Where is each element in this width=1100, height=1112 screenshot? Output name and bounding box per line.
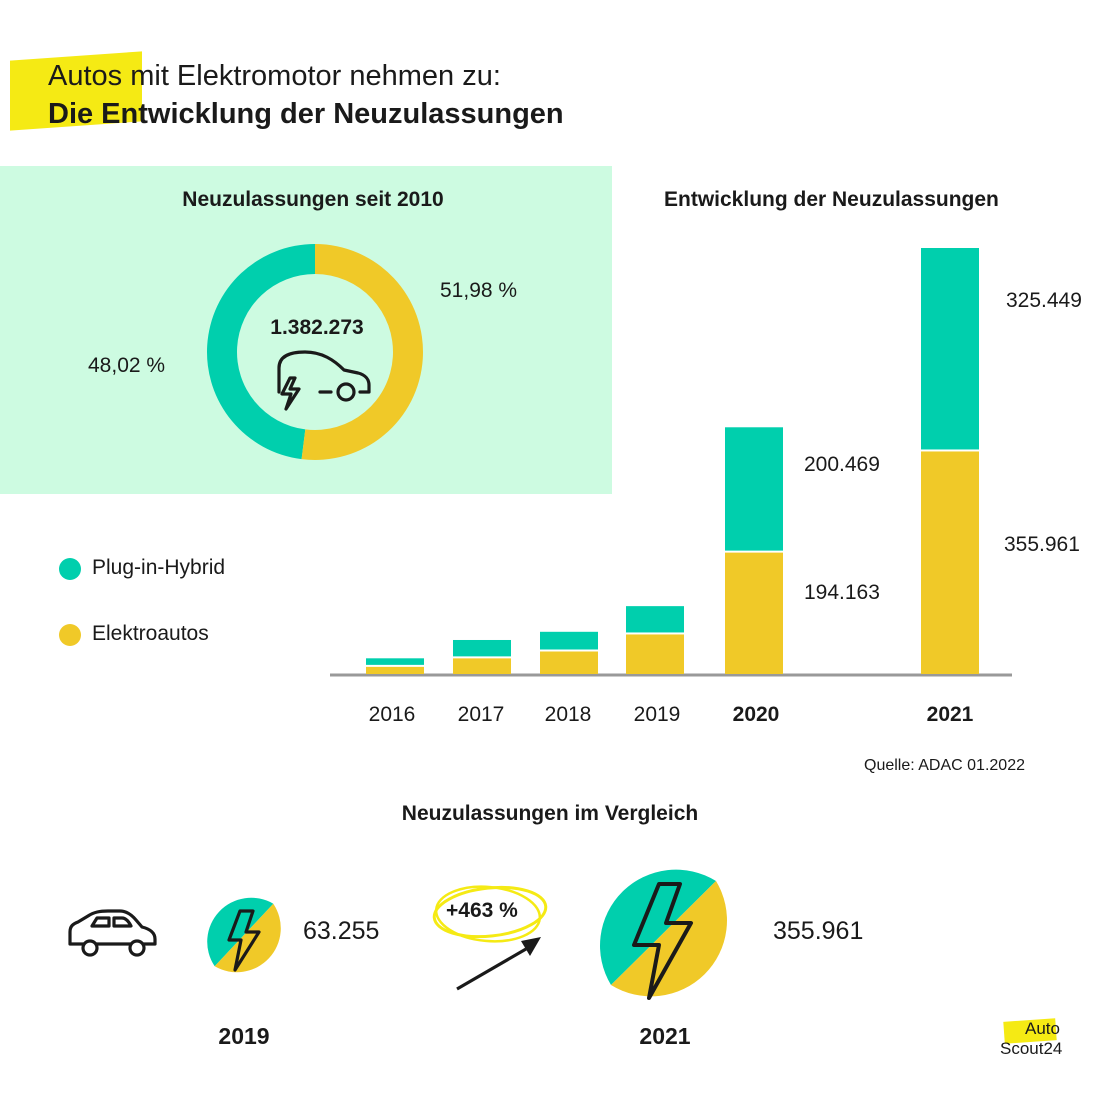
bar-hybrid-2020	[725, 427, 783, 551]
year-label-2018: 2018	[544, 703, 592, 726]
legend-elektro-label: Elektroautos	[92, 622, 209, 645]
bar-elektro-2016	[366, 666, 424, 674]
growth-highlight-scribble-2	[434, 885, 542, 943]
page-title-line1: Autos mit Elektromotor nehmen zu:	[48, 60, 501, 92]
year-label-2021: 2021	[926, 703, 974, 726]
circle-2021-elektro-half	[611, 881, 727, 997]
bar-hybrid-2019	[626, 606, 684, 633]
donut-label-elektro: 51,98 %	[440, 279, 518, 302]
bar-hybrid-2018	[540, 631, 598, 650]
compare-title: Neuzulassungen im Vergleich	[401, 802, 699, 825]
circle-2019-hybrid-half	[207, 897, 274, 967]
bar-elektro-2018	[540, 651, 598, 674]
year-label-2016: 2016	[368, 703, 416, 726]
bar-hybrid-2021	[921, 248, 979, 450]
bar-value-2021-elektro: 355.961	[1004, 533, 1080, 556]
compare-value-2019: 63.255	[303, 917, 380, 945]
donut-slice-elektro	[301, 244, 423, 460]
circle-2019-elektro-half	[214, 903, 281, 973]
electric-car-icon	[277, 350, 371, 411]
compare-year-2021: 2021	[639, 1023, 691, 1049]
bar-elektro-2020	[725, 552, 783, 674]
growth-label: +463 %	[446, 899, 518, 922]
circle-2021-hybrid-half	[600, 869, 716, 985]
autoscout24-logo: Auto Scout24	[1000, 1019, 1070, 1059]
bar-hybrid-2017	[453, 639, 511, 657]
growth-arrow	[456, 947, 527, 991]
year-label-2020: 2020	[732, 703, 780, 726]
car-icon	[68, 909, 157, 957]
bar-value-2020-elektro: 194.163	[804, 581, 880, 604]
logo-line1: Auto	[1025, 1019, 1060, 1038]
donut-slice-hybrid	[206, 244, 315, 460]
logo-highlight	[1003, 1018, 1057, 1044]
bar-value-2021-hybrid: 325.449	[1006, 289, 1082, 312]
year-label-2017: 2017	[457, 703, 505, 726]
source-note: Quelle: ADAC 01.2022	[864, 757, 1025, 774]
bar-hybrid-2016	[366, 658, 424, 665]
bolt-icon-2019	[227, 909, 261, 972]
compare-year-2019: 2019	[218, 1023, 270, 1049]
bar-elektro-2017	[453, 658, 511, 674]
donut-label-hybrid: 48,02 %	[88, 354, 166, 377]
bar-chart-title: Entwicklung der Neuzulassungen	[664, 188, 999, 211]
growth-arrow-head	[521, 937, 541, 956]
bar-value-2020-hybrid: 200.469	[804, 453, 880, 476]
legend-elektro-swatch	[59, 624, 81, 646]
bolt-icon-2021	[632, 882, 693, 1000]
legend-hybrid-label: Plug-in-Hybrid	[92, 556, 226, 579]
donut-title: Neuzulassungen seit 2010	[182, 188, 444, 211]
donut-total: 1.382.273	[270, 316, 364, 339]
year-label-2019: 2019	[633, 703, 681, 726]
legend-hybrid-swatch	[59, 558, 81, 580]
bar-elektro-2021	[921, 451, 979, 674]
compare-value-2021: 355.961	[773, 917, 864, 945]
page-title-line2: Die Entwicklung der Neuzulassungen	[48, 98, 564, 130]
bar-elektro-2019	[626, 634, 684, 674]
logo-line2: Scout24	[1000, 1039, 1063, 1058]
